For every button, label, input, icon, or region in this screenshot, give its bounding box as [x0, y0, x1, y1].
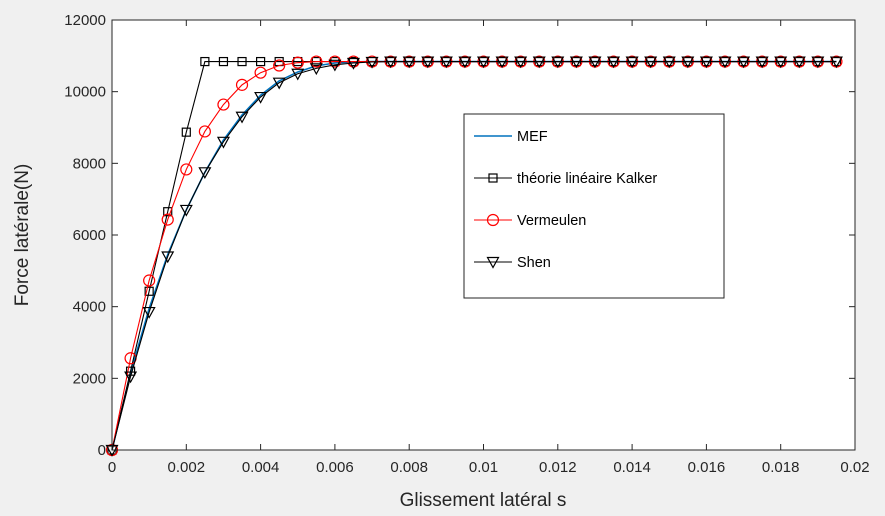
legend-item: MEF: [474, 129, 548, 145]
axes-layer: 0 0.002 0.004 0.006 0.008 0.01 0.012 0.014 0.016…: [64, 12, 869, 476]
data-point: [254, 66, 267, 79]
y-tick-label: 4000: [73, 299, 106, 316]
data-point: [181, 127, 191, 137]
data-point: [625, 56, 639, 69]
x-tick-label: 0.016: [688, 459, 726, 476]
data-point: [458, 56, 472, 69]
data-point: [588, 56, 602, 69]
data-point: [699, 56, 713, 69]
data-point: [161, 251, 175, 264]
data-point: [347, 55, 360, 68]
data-point: [309, 63, 323, 76]
data-point: [774, 56, 788, 69]
series-layer: [105, 55, 843, 457]
data-point: [607, 56, 621, 69]
x-tick-label: 0.004: [242, 459, 280, 476]
data-point: [737, 56, 751, 69]
series-line-3: [111, 61, 837, 451]
data-point: [163, 207, 173, 217]
x-tick-label: 0.02: [840, 459, 869, 476]
data-point: [218, 56, 229, 67]
x-tick-label: 0.002: [168, 459, 206, 476]
x-axis-label: Glissement latéral s: [400, 490, 567, 511]
data-point: [718, 56, 732, 69]
legend-item: théorie linéaire Kalker: [474, 171, 657, 187]
x-tick-label: 0.008: [390, 459, 428, 476]
data-point: [235, 111, 249, 124]
y-tick-label: 12000: [64, 12, 106, 29]
data-point: [142, 306, 156, 319]
data-point: [532, 56, 546, 69]
data-point: [256, 56, 266, 67]
data-point: [402, 56, 416, 69]
data-point: [384, 56, 398, 69]
data-point: [644, 56, 658, 69]
y-tick-label: 8000: [73, 155, 106, 172]
legend-marker: [488, 173, 498, 183]
data-point: [179, 204, 193, 217]
x-tick-label: 0.006: [316, 459, 354, 476]
legend-label: Vermeulen: [517, 213, 586, 229]
data-point: [217, 98, 230, 111]
x-tick-label: 0.014: [613, 459, 651, 476]
data-point: [237, 56, 247, 67]
legend-box: [463, 113, 725, 299]
y-tick-label: 10000: [64, 84, 106, 101]
data-point: [662, 56, 676, 69]
data-point: [272, 77, 286, 90]
y-axis-label: Force latérale(N): [12, 164, 33, 307]
data-point: [235, 78, 249, 91]
data-point: [216, 136, 230, 149]
legend-marker: [486, 256, 500, 269]
data-point: [681, 56, 695, 69]
x-tick-label: 0.018: [762, 459, 800, 476]
legend-label: MEF: [517, 129, 548, 145]
data-point: [328, 59, 342, 72]
data-point: [198, 167, 212, 180]
x-tick-label: 0.01: [469, 459, 498, 476]
data-point: [273, 59, 286, 72]
data-point: [291, 56, 304, 69]
y-tick-label: 2000: [73, 370, 106, 387]
data-point: [514, 56, 528, 69]
legend-item: Vermeulen: [474, 213, 586, 229]
data-point: [439, 56, 453, 69]
data-point: [551, 56, 565, 69]
data-point: [495, 56, 509, 69]
series-line-0: [111, 60, 837, 451]
legend-item: Shen: [474, 255, 551, 271]
data-point: [328, 55, 341, 68]
data-point: [811, 56, 825, 69]
data-point: [476, 56, 491, 69]
series-0: [111, 60, 837, 451]
x-tick-label: 0: [108, 459, 116, 476]
data-point: [144, 286, 154, 296]
data-point: [346, 57, 360, 70]
data-point: [198, 125, 211, 138]
data-point: [161, 213, 174, 226]
data-point: [569, 56, 583, 69]
data-point: [291, 68, 305, 81]
legend-label: Shen: [517, 255, 551, 271]
data-point: [180, 163, 193, 176]
data-point: [310, 55, 323, 68]
data-point: [200, 56, 210, 67]
data-point: [365, 56, 379, 69]
data-point: [421, 56, 435, 69]
data-point: [829, 56, 843, 69]
legend-label: théorie linéaire Kalker: [517, 171, 657, 187]
y-tick-label: 0: [98, 442, 106, 459]
x-tick-label: 0.012: [539, 459, 577, 476]
legend: MEF théorie linéaire Kalker Vermeulen Shen: [463, 113, 725, 299]
data-point: [792, 56, 806, 69]
legend-marker: [486, 213, 500, 227]
data-point: [755, 56, 769, 69]
data-point: [254, 91, 268, 104]
series-3: [105, 56, 843, 457]
y-tick-label: 6000: [73, 227, 106, 244]
data-point: [143, 274, 156, 287]
data-point: [124, 371, 138, 384]
